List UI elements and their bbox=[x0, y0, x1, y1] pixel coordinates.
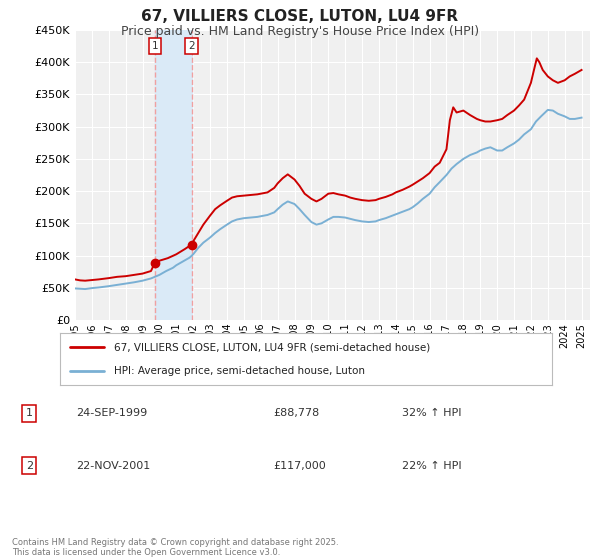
Text: 2: 2 bbox=[188, 41, 195, 51]
Text: 32% ↑ HPI: 32% ↑ HPI bbox=[402, 408, 461, 418]
Text: 67, VILLIERS CLOSE, LUTON, LU4 9FR: 67, VILLIERS CLOSE, LUTON, LU4 9FR bbox=[142, 9, 458, 24]
Text: 1: 1 bbox=[26, 408, 33, 418]
Text: 2: 2 bbox=[26, 460, 33, 470]
Text: 24-SEP-1999: 24-SEP-1999 bbox=[76, 408, 147, 418]
Text: Contains HM Land Registry data © Crown copyright and database right 2025.
This d: Contains HM Land Registry data © Crown c… bbox=[12, 538, 338, 557]
Text: Price paid vs. HM Land Registry's House Price Index (HPI): Price paid vs. HM Land Registry's House … bbox=[121, 25, 479, 38]
Text: HPI: Average price, semi-detached house, Luton: HPI: Average price, semi-detached house,… bbox=[114, 366, 365, 376]
Bar bbox=[155, 30, 191, 320]
Text: 67, VILLIERS CLOSE, LUTON, LU4 9FR (semi-detached house): 67, VILLIERS CLOSE, LUTON, LU4 9FR (semi… bbox=[114, 342, 430, 352]
Text: 1: 1 bbox=[152, 41, 158, 51]
Text: 22% ↑ HPI: 22% ↑ HPI bbox=[402, 460, 461, 470]
Text: £88,778: £88,778 bbox=[274, 408, 320, 418]
Text: £117,000: £117,000 bbox=[274, 460, 326, 470]
Text: 22-NOV-2001: 22-NOV-2001 bbox=[76, 460, 150, 470]
